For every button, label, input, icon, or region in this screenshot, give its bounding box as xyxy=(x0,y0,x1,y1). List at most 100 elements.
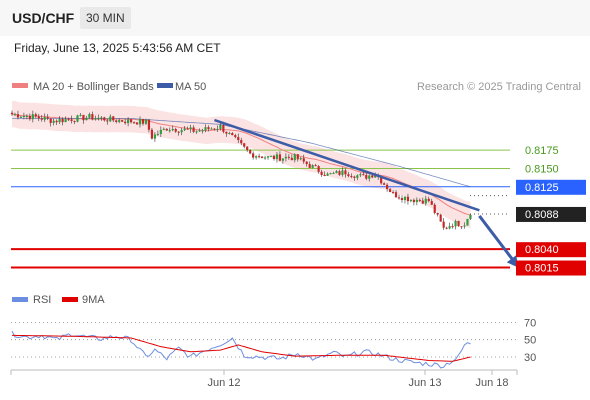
candle-body xyxy=(174,129,177,132)
candle-body xyxy=(225,131,228,134)
chart-header: USD/CHF 30 MIN xyxy=(0,0,590,36)
candle-body xyxy=(204,127,207,131)
bollinger-band xyxy=(12,100,471,229)
candle-body xyxy=(243,143,246,147)
candle-body xyxy=(240,140,243,144)
candle-body xyxy=(162,128,165,130)
candle-body xyxy=(124,121,127,124)
candle-body xyxy=(79,114,82,116)
candle-body xyxy=(19,116,23,118)
candle-body xyxy=(293,154,296,161)
candle-body xyxy=(424,198,427,204)
candle-body xyxy=(338,171,341,175)
candle-body xyxy=(55,120,58,123)
candle-body xyxy=(403,196,407,201)
candle-body xyxy=(388,189,392,193)
candle-body xyxy=(49,118,52,123)
candle-body xyxy=(76,115,79,122)
candle-body xyxy=(13,114,17,116)
candle-body xyxy=(210,128,213,130)
level-label-bg xyxy=(516,206,586,222)
candle-body xyxy=(445,227,448,229)
timeframe-button[interactable]: 30 MIN xyxy=(80,7,131,29)
candle-body xyxy=(138,119,142,125)
level-label: 0.8015 xyxy=(525,263,559,275)
level-label: 0.8040 xyxy=(525,244,559,256)
rsi-ma-line xyxy=(12,334,471,362)
candle-body xyxy=(326,173,329,176)
time-tick-label: Jun 18 xyxy=(475,377,508,389)
candle-body xyxy=(281,158,285,161)
candle-body xyxy=(82,114,85,121)
candle-body xyxy=(365,174,368,179)
candle-body xyxy=(70,119,73,122)
candle-body xyxy=(73,121,76,123)
candle-body xyxy=(192,127,195,132)
candle-body xyxy=(88,114,91,118)
rsi-ma-legend-swatch xyxy=(62,297,78,302)
candle-body xyxy=(347,174,350,177)
candle-body xyxy=(189,127,192,130)
symbol-label: USD/CHF xyxy=(12,10,75,26)
candle-body xyxy=(231,133,234,136)
level-label-bg xyxy=(516,179,586,195)
candle-body xyxy=(442,221,445,228)
candle-body xyxy=(129,119,133,123)
candle-body xyxy=(427,198,430,202)
candle-body xyxy=(85,117,88,121)
ma20-legend-label: MA 20 + Bollinger Bands xyxy=(33,81,154,93)
candle-body xyxy=(58,119,61,123)
candle-body xyxy=(308,164,311,168)
candle-body xyxy=(249,150,252,154)
candle-body xyxy=(359,174,362,176)
candle-body xyxy=(329,173,332,175)
candle-body xyxy=(299,158,302,160)
trend-line xyxy=(214,118,480,212)
candle-body xyxy=(380,177,383,184)
candle-body xyxy=(246,146,249,151)
candle-body xyxy=(156,134,159,136)
rsi-line xyxy=(11,330,471,369)
candle-body xyxy=(350,176,353,178)
candle-body xyxy=(323,174,326,176)
rsi-tick-label: 50 xyxy=(524,335,536,347)
candle-body xyxy=(127,119,130,124)
candle-body xyxy=(430,201,433,205)
candle-body xyxy=(302,158,305,162)
candle-body xyxy=(16,114,20,118)
candle-body xyxy=(228,133,231,135)
candle-body xyxy=(344,170,347,175)
candle-body xyxy=(415,199,418,203)
candle-body xyxy=(31,114,34,120)
candle-body xyxy=(34,114,37,117)
candle-body xyxy=(222,125,225,132)
candle-body xyxy=(141,119,145,124)
candle-body xyxy=(153,134,156,139)
candle-body xyxy=(150,129,154,139)
candle-body xyxy=(255,156,258,158)
level-label: 0.8125 xyxy=(525,182,559,194)
candle-body xyxy=(94,118,97,120)
rsi-ma-legend-label: 9MA xyxy=(82,294,105,306)
candle-body xyxy=(371,175,374,178)
level-label-bg xyxy=(516,242,586,258)
candle-body xyxy=(46,117,49,119)
candle-body xyxy=(207,127,210,130)
candle-body xyxy=(112,116,115,121)
candle-body xyxy=(296,154,299,160)
candle-body xyxy=(216,128,219,130)
candle-body xyxy=(135,122,139,125)
candle-body xyxy=(320,171,323,175)
level-label: 0.8150 xyxy=(525,163,559,175)
candle-body xyxy=(374,175,377,178)
candle-body xyxy=(311,165,314,168)
candle-body xyxy=(463,225,466,227)
candle-body xyxy=(28,115,31,120)
candle-body xyxy=(177,131,180,133)
candle-body xyxy=(436,212,439,215)
rsi-legend-swatch xyxy=(12,297,28,302)
candle-body xyxy=(287,156,290,158)
candle-body xyxy=(272,155,276,159)
candle-body xyxy=(332,173,335,175)
